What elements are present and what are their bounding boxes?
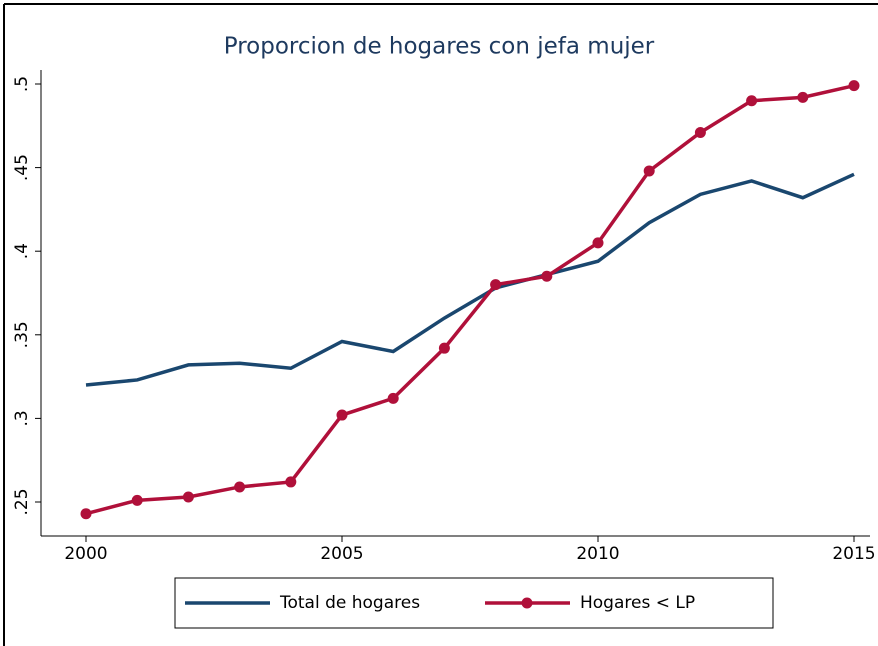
- legend-label: Total de hogares: [279, 593, 420, 613]
- point-marker: [387, 392, 399, 404]
- point-marker: [848, 80, 860, 92]
- y-tick-label: .3: [12, 410, 32, 426]
- y-tick-label: .35: [12, 321, 32, 348]
- point-marker: [131, 494, 143, 506]
- legend-label: Hogares < LP: [580, 593, 695, 613]
- point-marker: [182, 491, 194, 503]
- point-marker: [490, 279, 502, 291]
- chart-title: Proporcion de hogares con jefa mujer: [224, 34, 655, 60]
- legend-marker: [521, 597, 533, 609]
- x-tick-label: 2005: [320, 544, 363, 564]
- point-marker: [797, 91, 809, 103]
- point-marker: [643, 165, 655, 177]
- y-tick-label: .4: [12, 243, 32, 259]
- point-marker: [592, 237, 604, 249]
- legend: [174, 577, 774, 629]
- point-marker: [80, 508, 92, 520]
- y-tick-label: .25: [12, 488, 32, 515]
- point-marker: [694, 126, 706, 138]
- y-tick-label: .45: [12, 154, 32, 181]
- point-marker: [234, 481, 246, 493]
- point-marker: [438, 342, 450, 354]
- point-marker: [285, 476, 297, 488]
- series-line: [85, 83, 855, 516]
- x-tick-label: 2000: [64, 544, 107, 564]
- point-marker: [746, 95, 758, 107]
- x-tick-label: 2010: [576, 544, 619, 564]
- point-marker: [541, 270, 553, 282]
- point-marker: [336, 409, 348, 421]
- series-line: [85, 172, 855, 387]
- x-tick-label: 2015: [832, 544, 875, 564]
- y-tick-label: .5: [12, 76, 32, 92]
